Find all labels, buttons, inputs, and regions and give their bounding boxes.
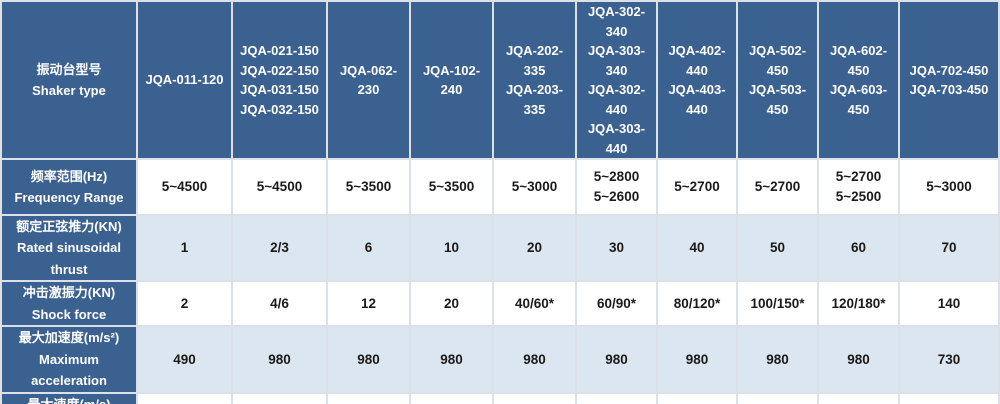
- value-cell: 2: [658, 393, 736, 404]
- value-cell: 2: [411, 393, 492, 404]
- value-cell: 980: [658, 327, 736, 392]
- value-cell: 6: [328, 216, 409, 281]
- value-cell: 2: [494, 393, 575, 404]
- value-cell: 60/90*: [577, 282, 656, 326]
- row-label-zh: 最大速度(m/s): [27, 396, 111, 404]
- value-cell: 40: [658, 216, 736, 281]
- value-cell: 2: [900, 393, 998, 404]
- row-label-en: Maximum acceleration: [31, 351, 107, 389]
- value-cell: 980: [328, 327, 409, 392]
- frequency-range-row: 频率范围(Hz) Frequency Range 5~4500 5~4500 5…: [2, 160, 998, 214]
- value-cell: 50: [738, 216, 817, 281]
- shock-force-row: 冲击激振力(KN) Shock force 2 4/6 12 20 40/60*…: [2, 282, 998, 326]
- row-label-en: Shock force: [31, 306, 107, 322]
- row-label-cell: 冲击激振力(KN) Shock force: [2, 282, 136, 326]
- value-cell: 10: [411, 216, 492, 281]
- value-cell: 980: [738, 327, 817, 392]
- value-cell: 4/6: [233, 282, 326, 326]
- value-cell: 2: [819, 393, 898, 404]
- row-label-en: Rated sinusoidal thrust: [16, 240, 122, 277]
- value-cell: 5~2700: [658, 160, 736, 214]
- value-cell: 20: [411, 282, 492, 326]
- value-cell: 5~3000: [900, 160, 998, 214]
- model-header-cell: JQA-302-340 JQA-303-340 JQA-302-440 JQA-…: [577, 2, 656, 158]
- value-cell: 100/150*: [738, 282, 817, 326]
- value-cell: 2: [328, 393, 409, 404]
- value-cell: 120/180*: [819, 282, 898, 326]
- row-label-zh: 最大加速度(m/s²): [18, 330, 120, 346]
- value-cell: 490: [138, 327, 231, 392]
- value-cell: 70: [900, 216, 998, 281]
- model-header-cell: JQA-202-335 JQA-203-335: [494, 2, 575, 158]
- value-cell: 2: [738, 393, 817, 404]
- value-cell: 60: [819, 216, 898, 281]
- model-header-cell: JQA-102-240: [411, 2, 492, 158]
- value-cell: 30: [577, 216, 656, 281]
- model-header-cell: JQA-011-120: [138, 2, 231, 158]
- row-label-en: Frequency Range: [14, 190, 124, 205]
- shaker-type-label-en: Shaker type: [32, 83, 106, 98]
- value-cell: 980: [411, 327, 492, 392]
- max-acceleration-row: 最大加速度(m/s²) Maximum acceleration 490 980…: [2, 327, 998, 392]
- row-label-cell: 额定正弦推力(KN) Rated sinusoidal thrust: [2, 216, 136, 281]
- row-label-cell: 最大加速度(m/s²) Maximum acceleration: [2, 327, 136, 392]
- max-speed-row: 最大速度(m/s) Maximum speed 2 2 2 2 2 2 2 2 …: [2, 393, 998, 404]
- value-cell: 980: [494, 327, 575, 392]
- model-header-cell: JQA-402-440 JQA-403-440: [658, 2, 736, 158]
- model-header-cell: JQA-502-450 JQA-503-450: [738, 2, 817, 158]
- value-cell: 2: [138, 282, 231, 326]
- model-header-cell: JQA-021-150 JQA-022-150 JQA-031-150 JQA-…: [233, 2, 326, 158]
- value-cell: 980: [233, 327, 326, 392]
- rated-thrust-row: 额定正弦推力(KN) Rated sinusoidal thrust 1 2/3…: [2, 216, 998, 281]
- value-cell: 5~3500: [411, 160, 492, 214]
- value-cell: 2: [138, 393, 231, 404]
- value-cell: 980: [819, 327, 898, 392]
- value-cell: 140: [900, 282, 998, 326]
- value-cell: 2/3: [233, 216, 326, 281]
- value-cell: 80/120*: [658, 282, 736, 326]
- value-cell: 12: [328, 282, 409, 326]
- value-cell: 2: [233, 393, 326, 404]
- model-header-cell: JQA-062-230: [328, 2, 409, 158]
- row-label-zh: 冲击激振力(KN): [22, 285, 116, 301]
- table-header-row: 振动台型号 Shaker type JQA-011-120 JQA-021-15…: [2, 2, 998, 158]
- row-label-cell: 最大速度(m/s) Maximum speed: [2, 393, 136, 404]
- value-cell: 5~3500: [328, 160, 409, 214]
- row-label-zh: 频率范围(Hz): [30, 168, 108, 184]
- value-cell: 5~3000: [494, 160, 575, 214]
- value-cell: 5~2700 5~2500: [819, 160, 898, 214]
- value-cell: 730: [900, 327, 998, 392]
- value-cell: 2: [577, 393, 656, 404]
- shaker-type-label-zh: 振动台型号: [36, 61, 102, 77]
- value-cell: 20: [494, 216, 575, 281]
- value-cell: 5~2800 5~2600: [577, 160, 656, 214]
- value-cell: 5~4500: [233, 160, 326, 214]
- shaker-type-header-cell: 振动台型号 Shaker type: [2, 2, 136, 158]
- row-label-cell: 频率范围(Hz) Frequency Range: [2, 160, 136, 214]
- row-label-zh: 额定正弦推力(KN): [16, 219, 122, 234]
- value-cell: 5~2700: [738, 160, 817, 214]
- value-cell: 980: [577, 327, 656, 392]
- value-cell: 1: [138, 216, 231, 281]
- model-header-cell: JQA-702-450 JQA-703-450: [900, 2, 998, 158]
- value-cell: 5~4500: [138, 160, 231, 214]
- value-cell: 40/60*: [494, 282, 575, 326]
- model-header-cell: JQA-602-450 JQA-603-450: [819, 2, 898, 158]
